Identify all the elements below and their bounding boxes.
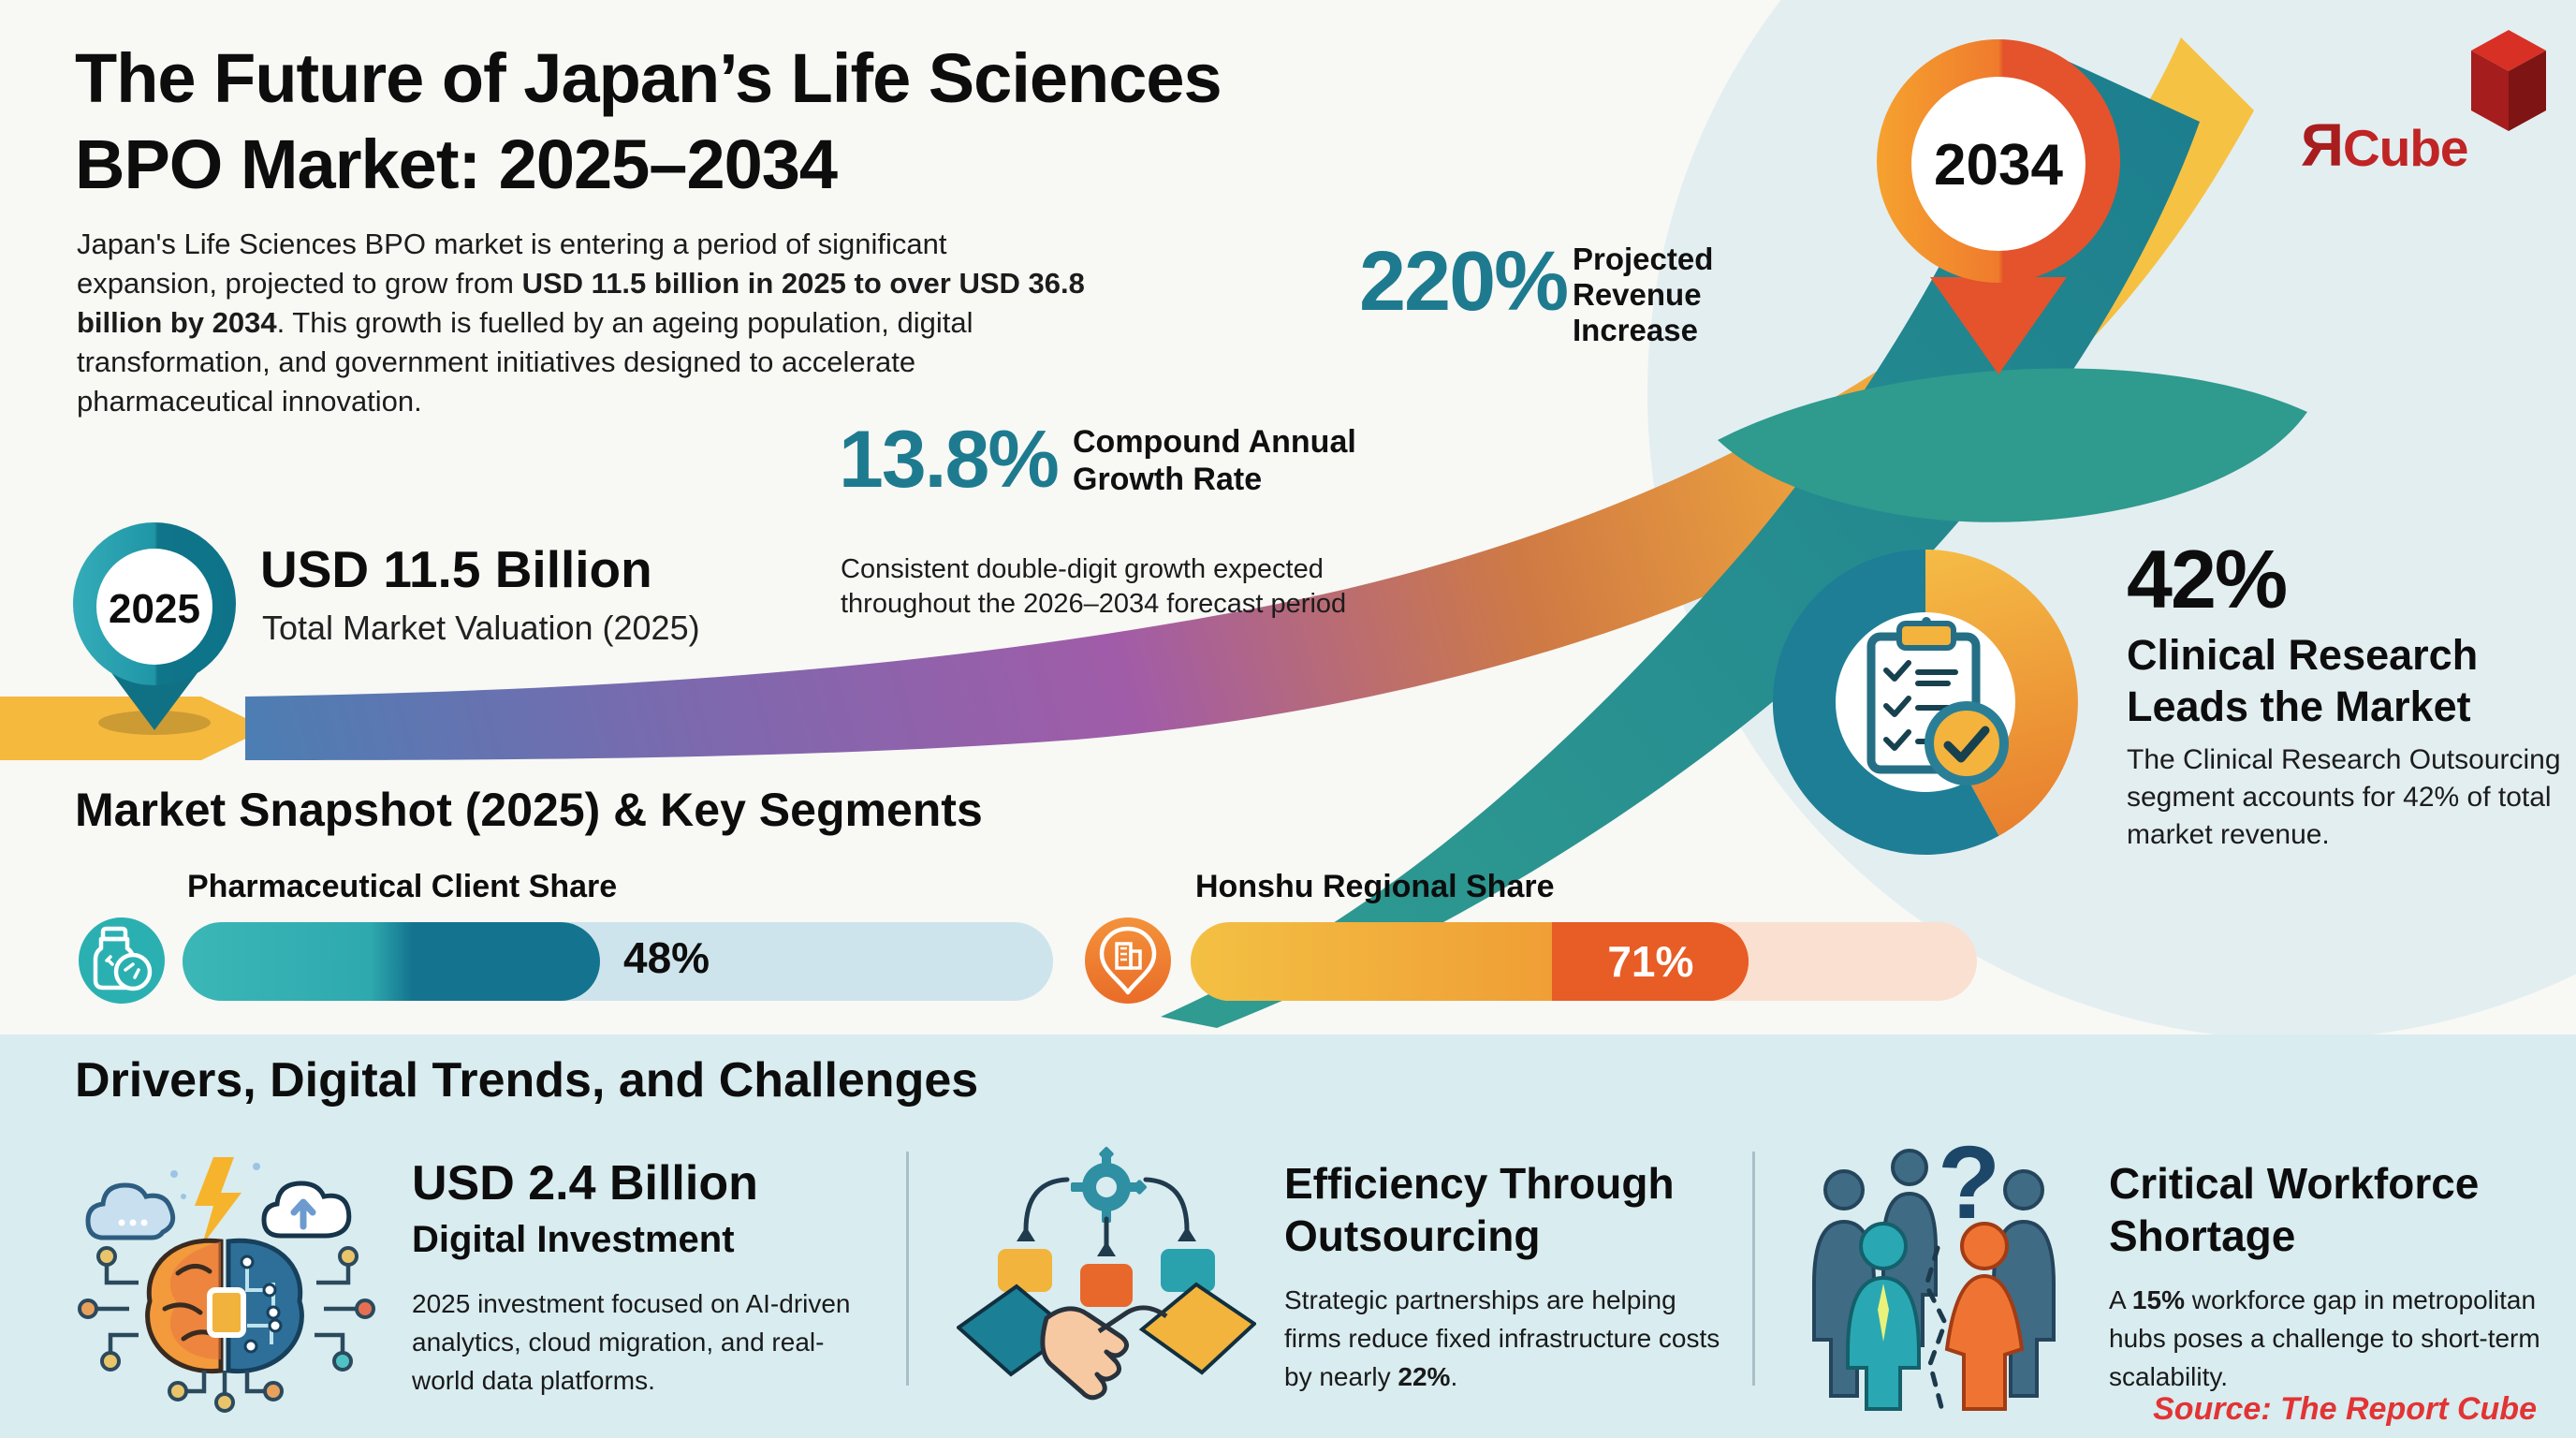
clipboard-check-icon [1866,617,2009,785]
driver2-body: Strategic partnerships are helping firms… [1284,1281,1724,1396]
clinical-share-body: The Clinical Research Outsourcing segmen… [2127,744,2561,850]
revenue-increase-value: 220% [1359,235,1569,329]
bar-honshu-fill: 71% [1191,922,1749,1001]
cagr-note: Consistent double-digit growth expected … [841,554,1347,619]
cagr-value: 13.8% [839,415,1060,505]
column-divider-1 [906,1152,909,1386]
driver1-title: USD 2.4 Billion [412,1156,758,1211]
brand-logo: ЯCube [2301,110,2468,180]
driver1-subtitle: Digital Investment [412,1219,735,1260]
column-divider-2 [1752,1152,1755,1386]
bar-honshu-value: 71% [1607,937,1694,986]
medicine-bottle-icon [79,917,165,1004]
driver3-body: A 15% workforce gap in metropolitan hubs… [2109,1281,2558,1396]
market-valuation-value: USD 11.5 Billion [260,540,652,598]
clinical-share-value: 42% [2127,533,2288,625]
milestone-pin-2034: 2034 [1877,39,2120,374]
driver2-title: Efficiency Through Outsourcing [1284,1159,1675,1260]
cagr-label: Compound Annual Growth Rate [1073,424,1356,497]
clinical-donut-chart [1772,549,2078,855]
driver3-title: Critical Workforce Shortage [2109,1159,2480,1260]
pin-year-2025: 2025 [109,586,200,632]
source-credit: Source: The Report Cube [2153,1391,2537,1427]
bar-pharma-track [183,922,1053,1001]
driver3-body-bold: 15% [2131,1285,2185,1314]
bar-pharma-value: 48% [623,933,710,982]
brand-logo-cube-word: Cube [2343,119,2468,177]
bar-pharma-fill [183,922,601,1001]
revenue-increase-label: Projected Revenue Increase [1573,242,1714,347]
milestone-pin-2025: 2025 [73,522,236,735]
drivers-heading: Drivers, Digital Trends, and Challenges [75,1053,979,1108]
handshake-icon [957,1146,1256,1401]
page-title: The Future of Japan’s Life Sciences BPO … [75,36,1222,208]
bar-honshu-track: 71% [1191,922,1977,1001]
teal-swoosh [1161,49,2200,1028]
pin-year-2034: 2034 [1934,133,2063,198]
intro-paragraph: Japan's Life Sciences BPO market is ente… [77,225,1092,421]
intro-text-post: . This growth is fuelled by an ageing po… [77,306,973,418]
bar-honshu-label: Honshu Regional Share [1195,869,1555,904]
driver2-body-bold: 22% [1398,1362,1451,1391]
driver3-body-text: A [2109,1285,2132,1314]
bar-label-pharma: Pharmaceutical Client Share [187,869,618,904]
snapshot-heading: Market Snapshot (2025) & Key Segments [75,784,983,836]
workforce-icon: ? [1812,1128,2056,1411]
clinical-share-title: Clinical Research Leads the Market [2127,631,2479,730]
intro-bold-text: USD 11.5 billion in 2025 to over USD 36.… [77,267,1085,339]
red-cube-icon [2471,30,2546,131]
driver2-body-text: Strategic partnerships are helping firms… [1284,1285,1720,1391]
driver1-body: 2025 investment focused on AI-driven ana… [412,1284,885,1400]
intro-text: Japan's Life Sciences BPO market is ente… [77,227,947,300]
gear-icon [1071,1146,1148,1223]
market-valuation-label: Total Market Valuation (2025) [262,609,700,647]
pin-road [1718,368,2307,522]
page-title-line1: The Future of Japan’s Life Sciences [75,39,1222,117]
bar-honshu-value-chip: 71% [1552,922,1749,1001]
page-title-line2: BPO Market: 2025–2034 [75,125,838,203]
timeline-start-band [0,697,267,760]
location-building-icon [1085,917,1171,1004]
bottom-section-band [0,1034,2576,1438]
question-mark-glyph: ? [1938,1128,2000,1240]
driver2-body-post: . [1450,1362,1458,1391]
driver3-body-post: workforce gap in metropolitan hubs poses… [2109,1285,2540,1391]
ai-brain-icon [78,1157,375,1413]
driver1-body-text: 2025 investment focused on AI-driven ana… [412,1289,851,1395]
brand-logo-r: Я [2301,111,2344,179]
